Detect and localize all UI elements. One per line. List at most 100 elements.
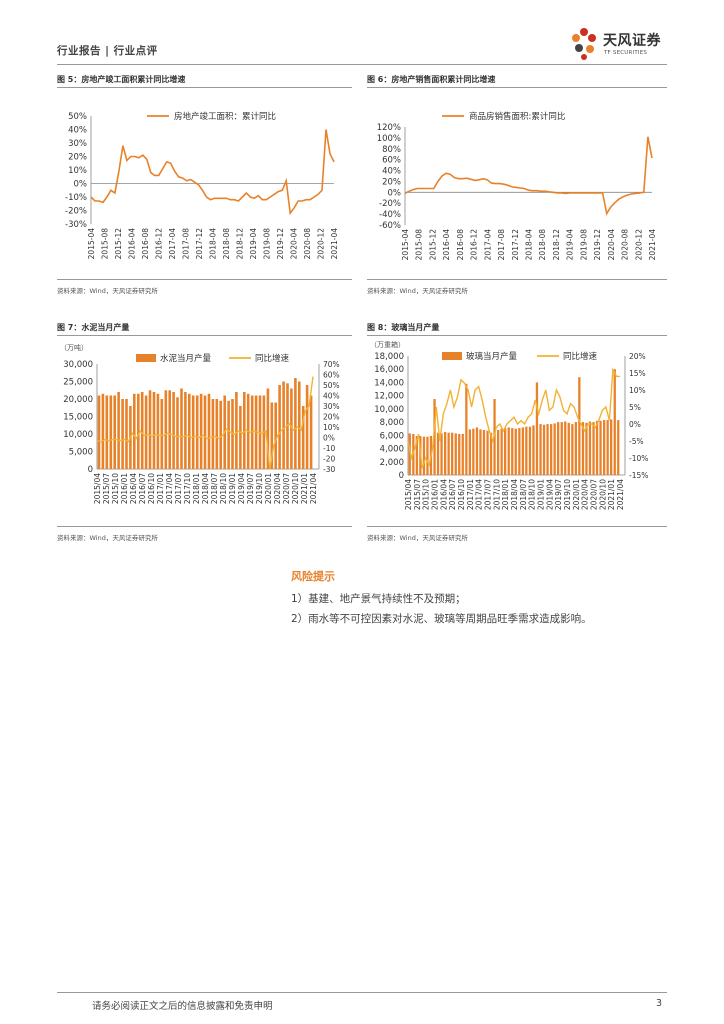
bar <box>144 395 148 469</box>
bar <box>113 395 116 469</box>
figure-6-bottom-divider <box>367 279 667 280</box>
x-tick-label: 2018-04 <box>209 228 218 260</box>
x-tick-label: 2019/10 <box>563 479 572 510</box>
logo-petals-icon <box>572 28 596 60</box>
x-tick-label: 2018/01 <box>192 473 201 504</box>
bar <box>156 393 160 470</box>
x-tick-label: 2017-12 <box>511 229 520 261</box>
y-tick-label: -20% <box>65 207 87 217</box>
bar <box>610 419 613 475</box>
bar <box>298 381 301 469</box>
x-tick-label: 2020-04 <box>290 228 299 260</box>
left-tick-label: 18,000 <box>374 352 404 362</box>
figure-8-bottom-divider <box>367 526 667 527</box>
legend-label: 商品房销售面积:累计同比 <box>469 111 565 122</box>
y-tick-label: -40% <box>379 210 401 220</box>
bar <box>235 392 238 469</box>
bar <box>305 385 309 469</box>
figure-5-bottom-divider <box>57 279 352 280</box>
bar <box>180 388 183 469</box>
bar <box>243 392 246 469</box>
bar <box>489 432 493 475</box>
bar <box>507 427 510 475</box>
x-tick-label: 2018-04 <box>525 229 534 261</box>
x-tick-label: 2019-12 <box>276 228 285 260</box>
bar <box>294 378 297 469</box>
bar <box>101 393 105 470</box>
x-tick-label: 2021/01 <box>300 473 309 504</box>
x-tick-label: 2015/10 <box>422 479 431 510</box>
figure-6-chart: 120%100%80%60%40%20%0%-20%-40%-60%2015-0… <box>377 111 657 261</box>
logo-name: 天风证券 <box>603 33 661 49</box>
bar <box>514 428 517 475</box>
figure-5-title: 图 5：房地产竣工面积累计同比增速 <box>57 75 186 84</box>
bar <box>415 436 418 475</box>
x-tick-label: 2021-04 <box>648 229 657 261</box>
bar <box>451 432 454 475</box>
x-tick-label: 2020-08 <box>303 228 312 260</box>
bar <box>504 428 507 475</box>
bar <box>184 392 187 469</box>
x-tick-label: 2017-08 <box>182 228 191 260</box>
bar <box>532 425 535 475</box>
right-tick-label: 10% <box>323 423 340 432</box>
x-tick-label: 2021/04 <box>616 479 625 510</box>
bar <box>109 395 113 469</box>
left-tick-label: 14,000 <box>374 378 404 388</box>
x-tick-label: 2016-12 <box>470 229 479 261</box>
risk-item-1: 1）基建、地产景气持续性不及预期； <box>291 593 466 605</box>
left-tick-label: 12,000 <box>374 392 404 402</box>
right-tick-label: 60% <box>323 371 340 380</box>
x-tick-label: 2019-04 <box>566 229 575 261</box>
x-tick-label: 2020/04 <box>273 473 282 504</box>
bar <box>195 395 199 469</box>
x-tick-label: 2020/01 <box>572 479 581 510</box>
legend-bar-label: 水泥当月产量 <box>160 353 212 364</box>
right-tick-label: 70% <box>323 360 340 369</box>
figure-5-top-divider <box>57 87 352 88</box>
x-tick-label: 2016-08 <box>141 228 150 260</box>
bar <box>137 393 140 470</box>
bar <box>588 421 592 475</box>
y-tick-label: 20% <box>68 153 87 163</box>
bar <box>595 420 599 475</box>
x-tick-label: 2016/07 <box>448 479 457 510</box>
bar <box>539 424 542 475</box>
x-tick-label: 2016-04 <box>442 229 451 261</box>
figure-7-source: 资料来源：Wind，天风证券研究所 <box>57 534 158 542</box>
x-tick-label: 2020-08 <box>621 229 630 261</box>
left-tick-label: 4,000 <box>380 445 404 455</box>
company-logo: 天风证券 TF SECURITIES <box>570 27 670 61</box>
x-tick-label: 2017/04 <box>165 473 174 504</box>
bar <box>160 399 164 469</box>
right-tick-label: 15% <box>629 369 646 378</box>
figure-7-top-divider <box>57 335 352 336</box>
growth-line <box>96 376 314 470</box>
x-tick-label: 2020/04 <box>581 479 590 510</box>
x-tick-label: 2015-04 <box>87 228 96 260</box>
right-tick-label: 5% <box>629 403 641 412</box>
bar <box>203 395 207 469</box>
bar <box>408 433 411 475</box>
bar <box>542 424 546 475</box>
bar <box>465 383 468 475</box>
bar <box>219 400 222 470</box>
bar <box>482 430 486 475</box>
left-tick-label: 30,000 <box>63 360 93 370</box>
bar <box>164 390 168 470</box>
legend-bar-label: 玻璃当月产量 <box>466 351 518 362</box>
bar <box>574 422 577 475</box>
x-tick-label: 2017-12 <box>195 228 204 260</box>
left-tick-label: 8,000 <box>380 418 404 428</box>
x-tick-label: 2020-12 <box>634 229 643 261</box>
x-tick-label: 2016/01 <box>431 479 440 510</box>
legend-bar-swatch <box>442 352 462 360</box>
bar <box>105 395 109 469</box>
x-tick-label: 2021/04 <box>309 473 318 504</box>
left-tick-label: 10,000 <box>63 430 93 440</box>
y-tick-label: -60% <box>379 221 401 231</box>
left-tick-label: 2,000 <box>380 458 404 468</box>
bar <box>270 402 274 469</box>
left-tick-label: 6,000 <box>380 431 404 441</box>
x-tick-label: 2015-08 <box>415 229 424 261</box>
